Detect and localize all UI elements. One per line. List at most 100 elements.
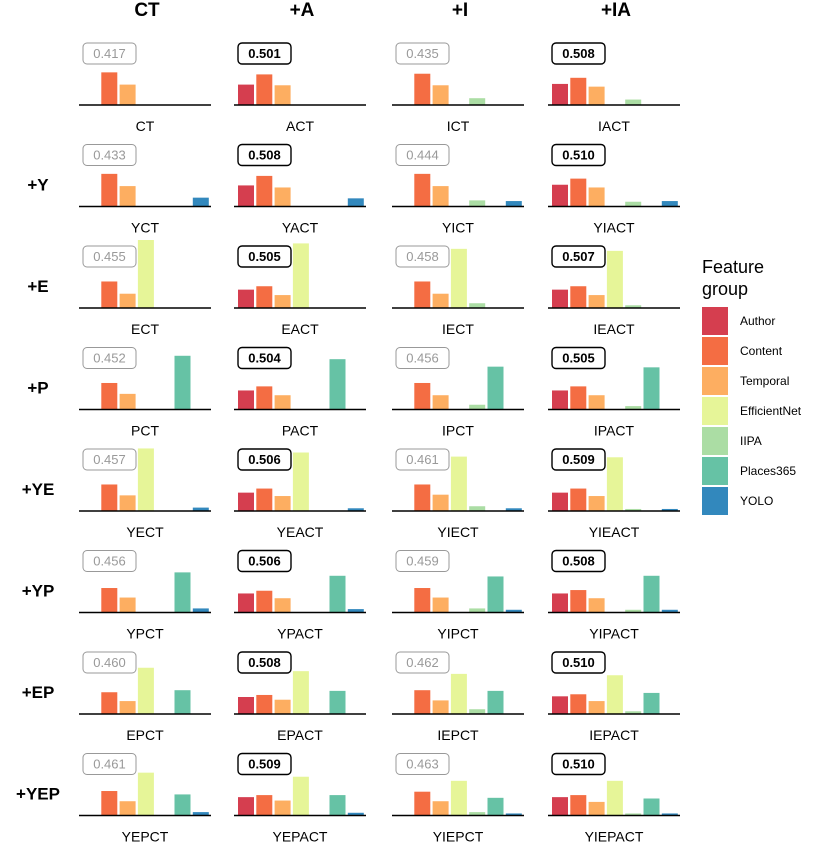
bar-iepact-places365 [643,692,660,714]
score-pct: 0.452 [93,351,126,366]
bar-yipact-author [552,593,568,613]
score-ipact: 0.505 [562,351,595,366]
bar-ct-content [101,72,118,105]
row-header-yep: +YEP [16,785,60,804]
panel-label-ypact: YPACT [277,626,323,642]
bar-ect-content [101,281,118,308]
bar-yect-content [101,484,118,511]
score-box-yect [82,448,137,471]
bar-yiact-author [552,184,568,207]
score-box-yict [395,144,450,166]
bar-yiect-yolo [505,508,522,511]
score-epact: 0.508 [248,655,281,670]
bar-yact-author [238,185,254,207]
bar-iepact-temporal [588,701,605,714]
score-box-yact [237,143,292,167]
legend-label-content: Content [740,344,783,358]
bar-ipct-temporal [432,395,449,410]
panel-label-yiepact: YIEPACT [585,829,644,843]
bar-iepct-temporal [432,700,449,714]
bar-ict-content [414,73,431,105]
bar-yiepact-yolo [661,813,678,816]
bar-iepct-places365 [487,690,504,714]
legend-swatch-author [702,307,728,335]
legend-label-author: Author [740,314,775,328]
bar-yect-yolo [192,507,209,511]
bar-yepact-places365 [329,795,346,816]
legend-swatch-iipa [702,427,728,455]
row-header-ye: +YE [22,480,55,499]
panel-label-yipact: YIPACT [589,626,639,642]
bar-yipact-yolo [661,609,678,613]
bar-epact-temporal [274,699,291,714]
bar-yepct-temporal [119,801,136,816]
bar-pct-content [101,382,118,410]
score-box-ipact [551,346,606,370]
score-ct: 0.417 [93,46,126,61]
panel-label-iepct: IEPCT [437,727,479,743]
score-box-yipact [551,549,606,573]
column-header-i: +I [452,0,468,21]
panel-label-ct: CT [136,118,155,134]
bar-yiepact-iipa [625,813,642,816]
legend-label-places365: Places365 [740,464,796,478]
bar-yiepact-places365 [643,798,660,816]
bar-yepct-efficientnet [137,772,154,816]
bar-yact-yolo [347,198,364,207]
bar-pact-content [256,386,273,410]
bar-yiepct-iipa [469,812,486,816]
bar-ypct-content [101,588,118,613]
row-header-yp: +YP [22,582,55,601]
score-box-iepct [395,651,450,674]
row-header-p: +P [27,379,48,398]
bar-yipct-yolo [505,609,522,613]
bar-yipact-temporal [588,598,605,613]
score-iect: 0.458 [406,249,439,264]
score-yict: 0.444 [406,148,439,163]
score-box-yiepact [551,752,606,776]
bar-iepact-author [552,696,568,714]
bar-ypct-places365 [174,572,191,613]
score-ict: 0.435 [406,46,439,61]
score-box-yct [82,144,137,166]
panel-label-pact: PACT [282,423,319,439]
score-box-epct [82,651,137,674]
score-eact: 0.505 [248,249,281,264]
bar-yiepct-places365 [487,797,504,816]
legend-swatch-efficientnet [702,397,728,425]
bar-yieact-temporal [588,496,605,511]
bar-yect-efficientnet [137,448,154,511]
panel-label-iect: IECT [442,321,474,337]
score-ypct: 0.456 [93,554,126,569]
bar-ict-temporal [432,85,449,105]
score-box-pct [82,347,137,369]
bar-yepact-efficientnet [292,776,309,816]
bar-pact-author [238,390,254,410]
panel-label-yiepct: YIEPCT [433,829,484,843]
panel-label-epact: EPACT [277,727,323,743]
row-header-ep: +EP [22,683,55,702]
score-box-iepact [551,651,606,674]
bar-epct-temporal [119,701,136,714]
bar-ieact-iipa [625,305,642,308]
bar-epct-places365 [174,690,191,714]
bar-act-author [238,84,254,105]
bar-yeact-author [238,492,254,511]
bar-ipct-content [414,382,431,410]
bar-yiect-content [414,484,431,511]
panel-label-yict: YICT [442,220,474,236]
bar-yipact-iipa [625,609,642,613]
score-ieact: 0.507 [562,249,595,264]
panel-label-yiact: YIACT [593,220,635,236]
score-box-ect [82,245,137,268]
bar-yeact-yolo [347,508,364,511]
score-yepct: 0.461 [93,757,126,772]
bar-act-content [256,74,273,105]
bar-ieact-temporal [588,295,605,308]
score-box-iact [551,42,606,65]
bar-act-temporal [274,85,291,105]
panel-label-epct: EPCT [126,727,164,743]
bar-ect-temporal [119,293,136,308]
row-header-e: +E [27,277,48,296]
